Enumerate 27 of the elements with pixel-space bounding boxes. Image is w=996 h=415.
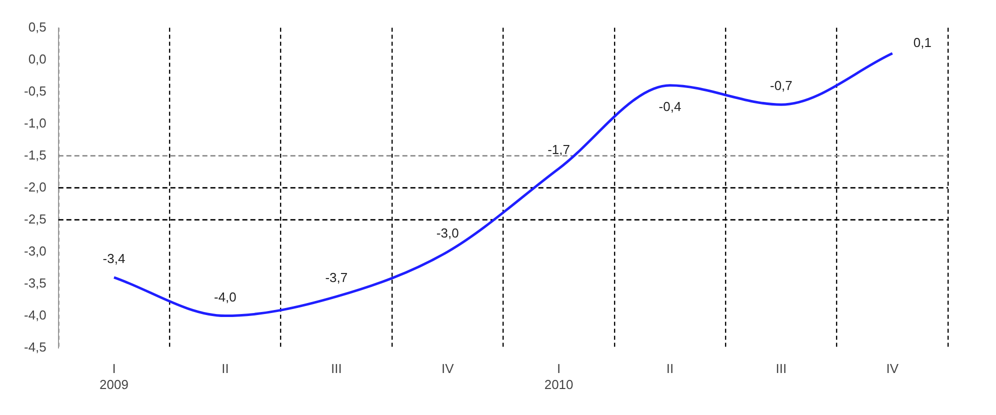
y-tick-label: 0,5 — [28, 19, 46, 34]
data-label: -3,0 — [436, 225, 459, 240]
x-tick-label: IV — [886, 361, 899, 376]
y-tick-label: -4,0 — [24, 307, 46, 322]
x-tick-label: I 2009 — [100, 361, 128, 392]
x-tick-label: IV — [441, 361, 454, 376]
y-tick-label: -2,5 — [24, 211, 46, 226]
y-tick-label: -3,0 — [24, 243, 46, 258]
data-label: 0,1 — [913, 34, 932, 50]
x-tick-label: I 2010 — [544, 361, 574, 392]
y-tick-label: -2,0 — [24, 179, 46, 194]
y-tick-label: -1,0 — [24, 115, 46, 130]
x-tick-label: III — [330, 361, 342, 376]
data-label: -0,7 — [770, 78, 792, 94]
data-label: -3,4 — [102, 250, 126, 266]
x-tick-label: III — [776, 361, 787, 376]
data-label: -1,7 — [548, 142, 570, 158]
y-tick-label: -0,5 — [24, 83, 46, 98]
data-label: -4,0 — [214, 289, 236, 304]
data-label: -3,7 — [325, 270, 348, 286]
x-tick-label: II — [666, 361, 674, 376]
y-tick-label: -4,5 — [24, 339, 46, 354]
y-tick-label: -1,5 — [24, 147, 46, 162]
data-label: -0,4 — [658, 98, 682, 114]
x-tick-label: II — [222, 361, 229, 376]
y-tick-label: -3,5 — [24, 275, 46, 290]
y-tick-label: 0,0 — [28, 51, 46, 66]
